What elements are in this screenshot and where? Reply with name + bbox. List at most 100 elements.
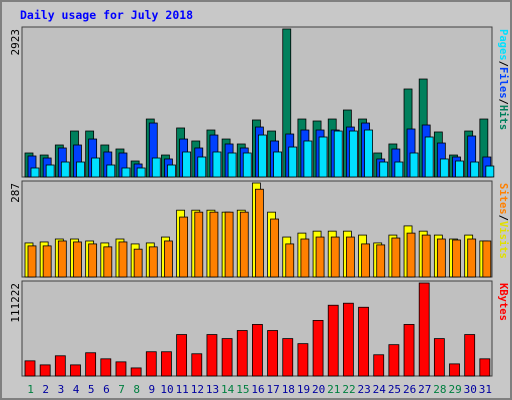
bar <box>182 151 192 178</box>
bar <box>76 161 85 178</box>
bar <box>85 352 97 377</box>
bar <box>345 236 355 278</box>
bar <box>118 241 128 278</box>
bar <box>318 136 328 178</box>
y-tick-label: 287 <box>9 183 22 203</box>
bar <box>452 239 461 278</box>
legend: Pages/Files/Hits <box>497 29 509 130</box>
bar <box>239 211 249 278</box>
bar <box>388 344 400 377</box>
legend-entry: Hits <box>497 105 509 130</box>
legend-entry: Visits <box>497 221 509 259</box>
chart-title: Daily usage for July 2018 <box>20 8 193 22</box>
bar <box>300 238 310 278</box>
x-tick-label: 29 <box>448 383 461 396</box>
bar <box>288 146 298 178</box>
bar <box>282 338 294 377</box>
bar <box>30 167 40 178</box>
bar <box>133 248 143 278</box>
legend-separator: / <box>497 215 509 221</box>
x-tick-label: 22 <box>342 383 355 396</box>
x-tick-label: 26 <box>403 383 416 396</box>
bar <box>179 216 189 278</box>
bar <box>42 245 52 278</box>
bar <box>212 151 222 178</box>
x-tick-label: 27 <box>418 383 431 396</box>
bar <box>145 351 157 377</box>
x-tick-label: 16 <box>251 383 264 396</box>
legend: KBytes <box>497 283 509 321</box>
bar <box>115 361 127 377</box>
x-tick-label: 12 <box>191 383 204 396</box>
bar <box>176 334 188 377</box>
bar <box>403 324 415 377</box>
bar <box>191 353 203 377</box>
bar <box>330 236 340 278</box>
bar <box>39 364 51 377</box>
x-tick-label: 9 <box>149 383 156 396</box>
bar <box>151 157 161 178</box>
bar <box>436 238 446 278</box>
bar <box>418 282 430 377</box>
bar <box>60 161 70 178</box>
bar <box>45 164 55 178</box>
bar <box>439 158 449 178</box>
bar <box>54 355 66 377</box>
x-tick-label: 15 <box>236 383 249 396</box>
bar <box>206 334 218 377</box>
x-tick-label: 8 <box>133 383 140 396</box>
bar <box>424 136 434 178</box>
x-tick-label: 17 <box>267 383 280 396</box>
bar <box>373 354 385 377</box>
bar <box>224 211 234 278</box>
bar <box>485 165 495 178</box>
bar <box>57 240 67 278</box>
bar <box>267 330 278 377</box>
bar <box>348 130 358 178</box>
bar <box>315 236 325 278</box>
bar <box>136 167 146 178</box>
bar <box>270 218 279 278</box>
x-tick-label: 18 <box>282 383 295 396</box>
x-tick-label: 20 <box>312 383 325 396</box>
x-tick-label: 7 <box>118 383 125 396</box>
x-tick-label: 1 <box>27 383 34 396</box>
y-tick-label: 111222 <box>9 283 22 323</box>
x-tick-label: 3 <box>58 383 65 396</box>
y-tick-label: 2923 <box>9 29 22 56</box>
bar <box>130 367 142 377</box>
bar <box>467 238 477 278</box>
legend-entry: Sites <box>497 183 509 215</box>
bar <box>327 304 339 377</box>
bar <box>394 161 404 178</box>
bar <box>100 358 112 377</box>
bar <box>464 334 476 377</box>
bar <box>209 211 219 278</box>
bar <box>24 360 36 377</box>
bar <box>103 246 113 278</box>
bar <box>73 241 82 278</box>
bar <box>197 156 207 178</box>
bar <box>361 243 370 278</box>
bar <box>358 306 369 377</box>
bar <box>433 338 445 377</box>
legend-entry: Files <box>497 67 509 99</box>
bar <box>27 245 37 278</box>
bar <box>273 151 282 178</box>
x-tick-label: 14 <box>221 383 235 396</box>
x-tick-label: 21 <box>327 383 340 396</box>
x-tick-label: 11 <box>176 383 189 396</box>
legend: Sites/Visits <box>497 183 509 259</box>
bar <box>342 302 354 377</box>
x-tick-label: 6 <box>103 383 110 396</box>
bar <box>312 319 324 377</box>
bar <box>297 343 309 377</box>
bar <box>252 324 263 377</box>
bar <box>406 232 416 278</box>
x-tick-label: 5 <box>88 383 95 396</box>
x-tick-label: 19 <box>297 383 310 396</box>
x-tick-label: 4 <box>73 383 80 396</box>
bar <box>148 246 158 278</box>
bar <box>236 330 248 377</box>
